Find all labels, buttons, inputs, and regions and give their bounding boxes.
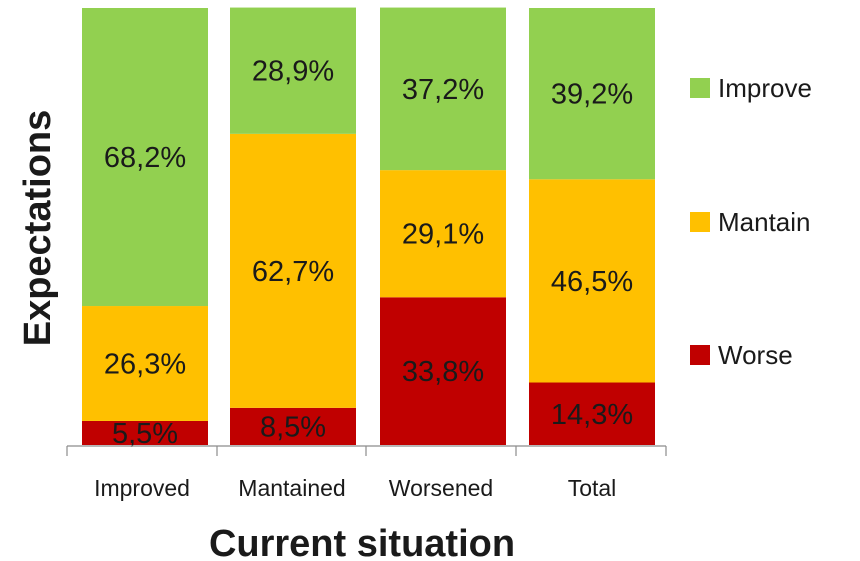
legend: Improve Mantain Worse	[690, 73, 812, 370]
legend-label-improve: Improve	[718, 73, 812, 103]
x-tick-label-total: Total	[568, 475, 617, 501]
bar-improve-mantained	[230, 7, 356, 134]
data-label-mantain-worsened: 29,1%	[402, 219, 484, 251]
legend-swatch-improve	[690, 78, 710, 98]
legend-label-worse: Worse	[718, 340, 793, 370]
data-label-improve-mantained: 28,9%	[252, 56, 334, 88]
bar-improve-total	[529, 8, 655, 180]
bar-worse-worsened	[380, 297, 506, 445]
data-label-worse-improved: 5,5%	[112, 418, 178, 450]
data-label-worse-mantained: 8,5%	[260, 411, 326, 443]
bar-mantain-improved	[82, 306, 208, 421]
legend-swatch-worse	[690, 345, 710, 365]
bar-mantain-total	[529, 179, 655, 383]
bars-group: 5,5% 26,3% 68,2% 8,5% 62,7% 28,9% 33,8% 29,1% 37…	[82, 7, 655, 450]
data-label-mantain-total: 46,5%	[551, 266, 633, 298]
x-axis: Improved Mantained Worsened Total	[66, 445, 667, 501]
data-label-mantain-mantained: 62,7%	[252, 256, 334, 288]
data-label-improve-total: 39,2%	[551, 79, 633, 111]
data-label-mantain-improved: 26,3%	[104, 348, 186, 380]
bar-worse-mantained	[230, 407, 356, 445]
bar-improve-worsened	[380, 7, 506, 171]
x-tick-label-worsened: Worsened	[389, 475, 493, 501]
data-label-worse-worsened: 33,8%	[402, 356, 484, 388]
bar-mantain-mantained	[230, 133, 356, 408]
x-axis-title: Current situation	[209, 523, 515, 561]
data-label-worse-total: 14,3%	[551, 399, 633, 431]
legend-swatch-mantain	[690, 212, 710, 232]
bar-worse-total	[529, 382, 655, 445]
x-tick-label-mantained: Mantained	[238, 475, 345, 501]
x-tick-label-improved: Improved	[94, 475, 190, 501]
data-label-improve-worsened: 37,2%	[402, 74, 484, 106]
bar-mantain-worsened	[380, 170, 506, 298]
legend-label-mantain: Mantain	[718, 207, 811, 237]
data-label-improve-improved: 68,2%	[104, 142, 186, 174]
bar-improve-improved	[82, 8, 208, 307]
y-axis-title: Expectations	[17, 110, 59, 347]
bar-worse-improved	[82, 420, 208, 445]
